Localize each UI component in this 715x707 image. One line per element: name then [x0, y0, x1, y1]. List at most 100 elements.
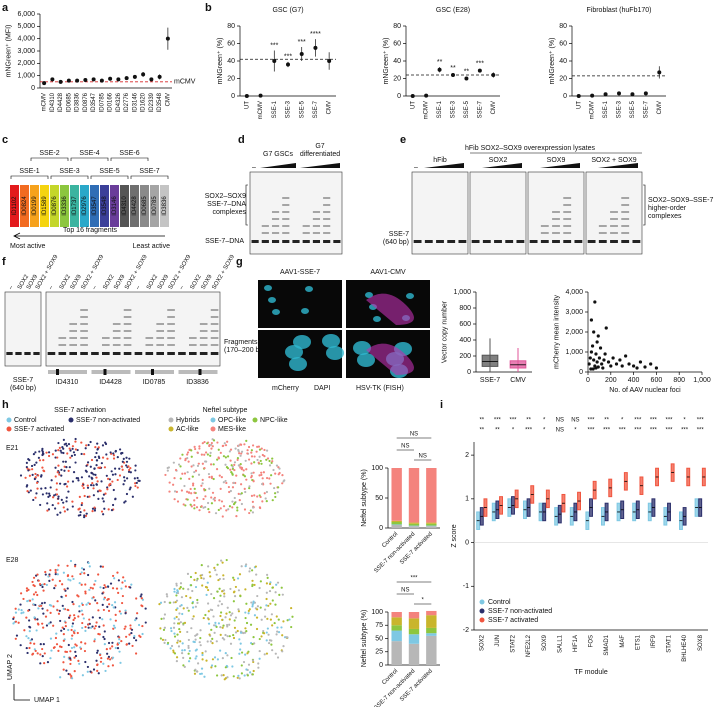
bar-segment	[408, 522, 420, 524]
umap-cell	[189, 657, 192, 660]
umap-cell	[84, 625, 87, 629]
x-tick-label: ID4310	[50, 92, 56, 112]
umap-cell	[66, 485, 69, 488]
umap-cell	[29, 642, 32, 645]
legend-label: OPC-like	[218, 417, 246, 424]
umap-cell	[33, 477, 36, 481]
umap-cell	[80, 441, 83, 444]
umap-cell	[275, 633, 278, 636]
umap-cell	[61, 446, 64, 449]
umap-cell	[183, 665, 186, 668]
umap-cell	[62, 633, 65, 636]
gel-band	[302, 225, 310, 227]
gel-band	[574, 240, 583, 243]
umap-cell	[111, 604, 114, 607]
significance: NS	[556, 418, 564, 424]
umap-cell	[58, 446, 61, 449]
umap-cell	[92, 668, 96, 671]
gel-band	[271, 218, 280, 220]
significance: ***	[509, 418, 517, 424]
gel-label: complexes	[648, 213, 682, 220]
umap-cell	[27, 609, 30, 612]
umap-cell	[120, 452, 123, 455]
legend-label: Hybrids	[176, 417, 200, 424]
umap-cell	[71, 500, 74, 503]
umap-cell	[59, 619, 62, 623]
umap-cell	[201, 653, 204, 657]
umap-cell	[212, 597, 216, 600]
gel-band	[145, 337, 154, 339]
lane-label: –	[135, 284, 142, 290]
umap-cell	[274, 472, 277, 475]
wedge	[424, 163, 464, 168]
umap-cell	[193, 507, 196, 510]
umap-cell	[267, 604, 270, 607]
umap-cell	[71, 634, 74, 637]
x-tick-label: STAT1	[667, 634, 673, 652]
umap-cell	[226, 455, 230, 458]
umap-cell	[46, 502, 49, 505]
umap-cell	[212, 497, 215, 501]
umap-cell	[123, 627, 126, 630]
umap-cell	[221, 515, 224, 518]
gel-band	[123, 352, 132, 355]
umap-cell	[34, 591, 37, 594]
umap-cell	[202, 497, 205, 501]
umap-cell	[172, 461, 175, 464]
umap-cell	[276, 491, 279, 494]
gel-label: Fragments	[224, 339, 258, 346]
umap-cell	[59, 449, 62, 452]
x-tick-label: mCMV	[424, 101, 430, 119]
umap-cell	[196, 633, 199, 636]
probe-label: ID4310	[56, 379, 79, 386]
umap-cell	[240, 466, 244, 470]
umap-cell	[258, 586, 261, 590]
point	[618, 358, 622, 362]
umap-cell	[226, 635, 229, 638]
nucleus	[353, 341, 371, 355]
umap-cell	[188, 477, 191, 480]
umap-cell	[231, 500, 234, 503]
umap-cell	[125, 464, 128, 467]
umap-cell	[81, 613, 84, 616]
umap-cell	[141, 624, 144, 628]
bar-segment	[391, 525, 402, 528]
y-axis-label: mNGreen⁺ (%)	[217, 38, 224, 85]
umap-cell	[70, 675, 73, 678]
umap-cell	[172, 601, 175, 604]
umap-cell	[31, 580, 34, 584]
umap-cell	[87, 623, 90, 626]
umap-cell	[173, 590, 176, 593]
umap-cell	[222, 455, 226, 458]
umap-cell	[88, 475, 91, 478]
umap-cell	[244, 653, 247, 656]
umap-cell	[111, 664, 115, 667]
umap-cell	[19, 474, 23, 477]
umap-cell	[34, 476, 37, 479]
umap-cell	[192, 482, 195, 485]
gel-band	[261, 225, 269, 227]
gel-band	[15, 352, 22, 355]
umap-cell	[65, 444, 68, 447]
umap-cell	[269, 602, 272, 605]
dot	[272, 59, 277, 63]
umap-cell	[179, 457, 182, 460]
umap-cell	[254, 565, 257, 568]
significance: **	[464, 69, 470, 76]
fragment-label: ID0824	[22, 196, 28, 216]
nucleus	[301, 308, 309, 314]
umap-cell	[56, 513, 59, 516]
umap-cell	[247, 445, 251, 449]
umap-cell	[209, 451, 212, 454]
umap-cell	[195, 506, 199, 509]
y-tick-label: 0	[379, 662, 383, 669]
umap-cell	[128, 488, 131, 491]
umap-cell	[208, 476, 211, 479]
umap-cell	[251, 673, 254, 676]
sse-label: SSE-3	[59, 168, 79, 175]
umap-title: Neftel subtype	[203, 407, 248, 414]
umap-cell	[175, 582, 178, 585]
umap-cell	[25, 465, 28, 469]
umap-cell	[140, 593, 143, 596]
umap-cell	[120, 587, 123, 590]
